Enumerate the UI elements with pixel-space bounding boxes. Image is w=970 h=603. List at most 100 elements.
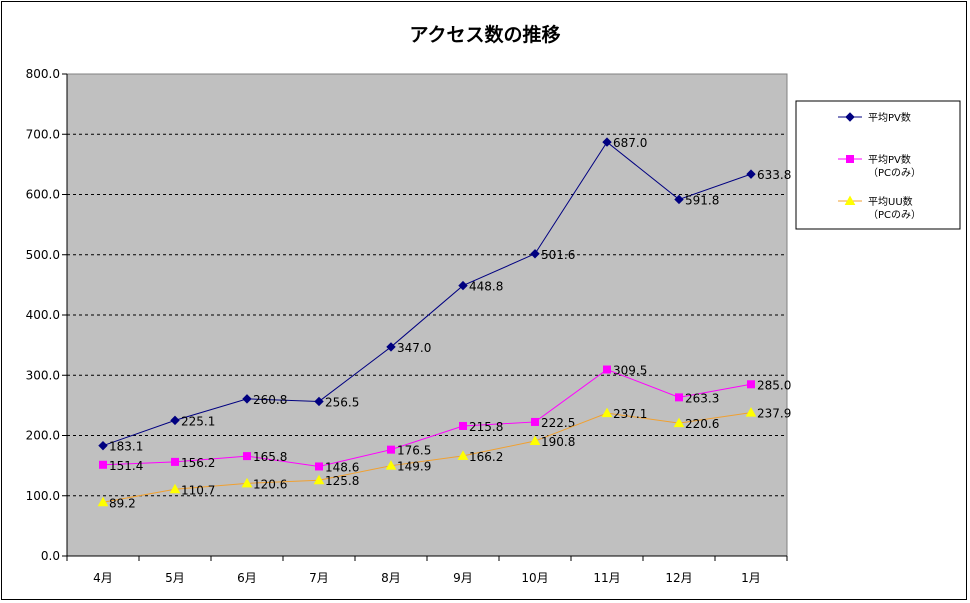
y-tick-label: 200.0 (26, 429, 60, 443)
legend-box (795, 100, 961, 230)
data-point (747, 380, 755, 389)
y-tick-label: 800.0 (26, 67, 60, 81)
data-label: 120.6 (253, 477, 287, 491)
y-tick-label: 400.0 (26, 308, 60, 322)
data-label: 220.6 (685, 417, 719, 431)
data-point (601, 407, 613, 418)
y-tick-label: 300.0 (26, 368, 60, 382)
data-label: 591.8 (685, 193, 719, 207)
y-tick-label: 600.0 (26, 188, 60, 202)
series-2: 89.2 110.7 120.6 125.8 149.9 166.2 190.8 237.1 2… (97, 407, 791, 510)
data-point (169, 483, 181, 494)
series-line (102, 412, 752, 503)
data-point (98, 440, 108, 451)
data-point (170, 415, 180, 426)
y-tick-label: 100.0 (26, 489, 60, 503)
y-tick-label: 700.0 (26, 127, 60, 141)
data-label: 166.2 (469, 450, 503, 464)
data-point (531, 417, 539, 426)
gridlines (67, 133, 787, 497)
data-point (530, 249, 540, 259)
x-tick-label: 5月 (165, 571, 185, 585)
data-point (603, 365, 611, 374)
data-label: 256.5 (325, 395, 359, 409)
data-label: 165.8 (253, 450, 287, 464)
data-point (602, 137, 612, 147)
data-label: 215.8 (469, 420, 503, 434)
x-tick-label: 4月 (93, 571, 113, 585)
data-point (673, 417, 685, 428)
data-label: 687.0 (613, 136, 647, 150)
data-label: 309.5 (613, 364, 647, 378)
data-label: 237.1 (613, 407, 647, 421)
data-label: 448.8 (469, 280, 503, 294)
data-label: 225.1 (181, 414, 215, 428)
data-label: 260.8 (253, 393, 287, 407)
data-point (315, 462, 323, 471)
data-label: 347.0 (397, 341, 431, 355)
y-tick-label: 0.0 (41, 549, 60, 563)
x-tick-label: 7月 (309, 571, 329, 585)
data-label: 148.6 (325, 460, 359, 474)
series-line (102, 141, 752, 447)
legend-label-sub: （PCのみ） (868, 209, 921, 221)
data-point (385, 460, 397, 470)
data-point (674, 194, 684, 205)
data-point (529, 435, 541, 446)
data-label: 190.8 (541, 435, 575, 449)
data-label: 89.2 (109, 496, 136, 510)
data-point (387, 445, 395, 454)
data-label: 176.5 (397, 444, 431, 458)
data-point (386, 342, 396, 352)
data-point (458, 280, 468, 291)
x-tick-label: 6月 (237, 571, 257, 585)
x-tick-label: 12月 (665, 571, 692, 585)
data-label: 285.0 (757, 378, 791, 392)
series-1: 151.4 156.2 165.8 148.6 176.5 215.8 222.5 309.5… (99, 364, 791, 474)
data-label: 633.8 (757, 168, 791, 182)
x-tick-label: 1月 (741, 571, 761, 585)
data-point (745, 407, 757, 417)
y-tick-label: 500.0 (26, 248, 60, 262)
data-label: 237.9 (757, 407, 791, 421)
legend-label: 平均PV数 (868, 111, 911, 124)
data-label: 263.3 (685, 391, 719, 405)
data-label: 125.8 (325, 474, 359, 488)
data-point (171, 457, 179, 466)
series-layer: 183.1 225.1 260.8 256.5 347.0 448.8 501.6 687.0… (97, 136, 791, 510)
data-point (242, 394, 252, 404)
data-point (459, 421, 467, 430)
x-tick-label: 10月 (521, 571, 548, 585)
legend-label: 平均PV数 (868, 153, 911, 166)
data-point (457, 450, 469, 460)
series-0: 183.1 225.1 260.8 256.5 347.0 448.8 501.6 687.0… (98, 136, 791, 454)
legend-label-sub: （PCのみ） (868, 167, 921, 179)
data-point (746, 169, 756, 179)
x-tick-label: 9月 (453, 571, 473, 585)
data-point (845, 112, 855, 122)
legend-label: 平均UU数 (868, 195, 913, 208)
data-point (844, 195, 856, 205)
data-label: 222.5 (541, 416, 575, 430)
data-point (675, 393, 683, 402)
data-point (99, 460, 107, 469)
data-label: 151.4 (109, 459, 143, 473)
data-label: 501.6 (541, 248, 575, 262)
data-point (97, 496, 109, 507)
data-label: 183.1 (109, 440, 143, 454)
axes: 0.0 100.0 200.0 300.0 400.0 500.0 600.0 700.0 80… (26, 67, 788, 585)
series-line (102, 368, 752, 467)
x-tick-label: 11月 (593, 571, 620, 585)
data-point (314, 396, 324, 407)
data-point (846, 155, 854, 163)
legend-entry-2: 平均UU数（PCのみ） (838, 195, 921, 221)
legend-entry-1: 平均PV数（PCのみ） (838, 153, 921, 179)
legend-entry-0: 平均PV数 (838, 111, 911, 124)
chart-title: アクセス数の推移 (409, 23, 560, 46)
data-point (241, 477, 253, 488)
data-label: 156.2 (181, 456, 215, 470)
data-point (243, 452, 251, 461)
x-tick-label: 8月 (381, 571, 401, 585)
